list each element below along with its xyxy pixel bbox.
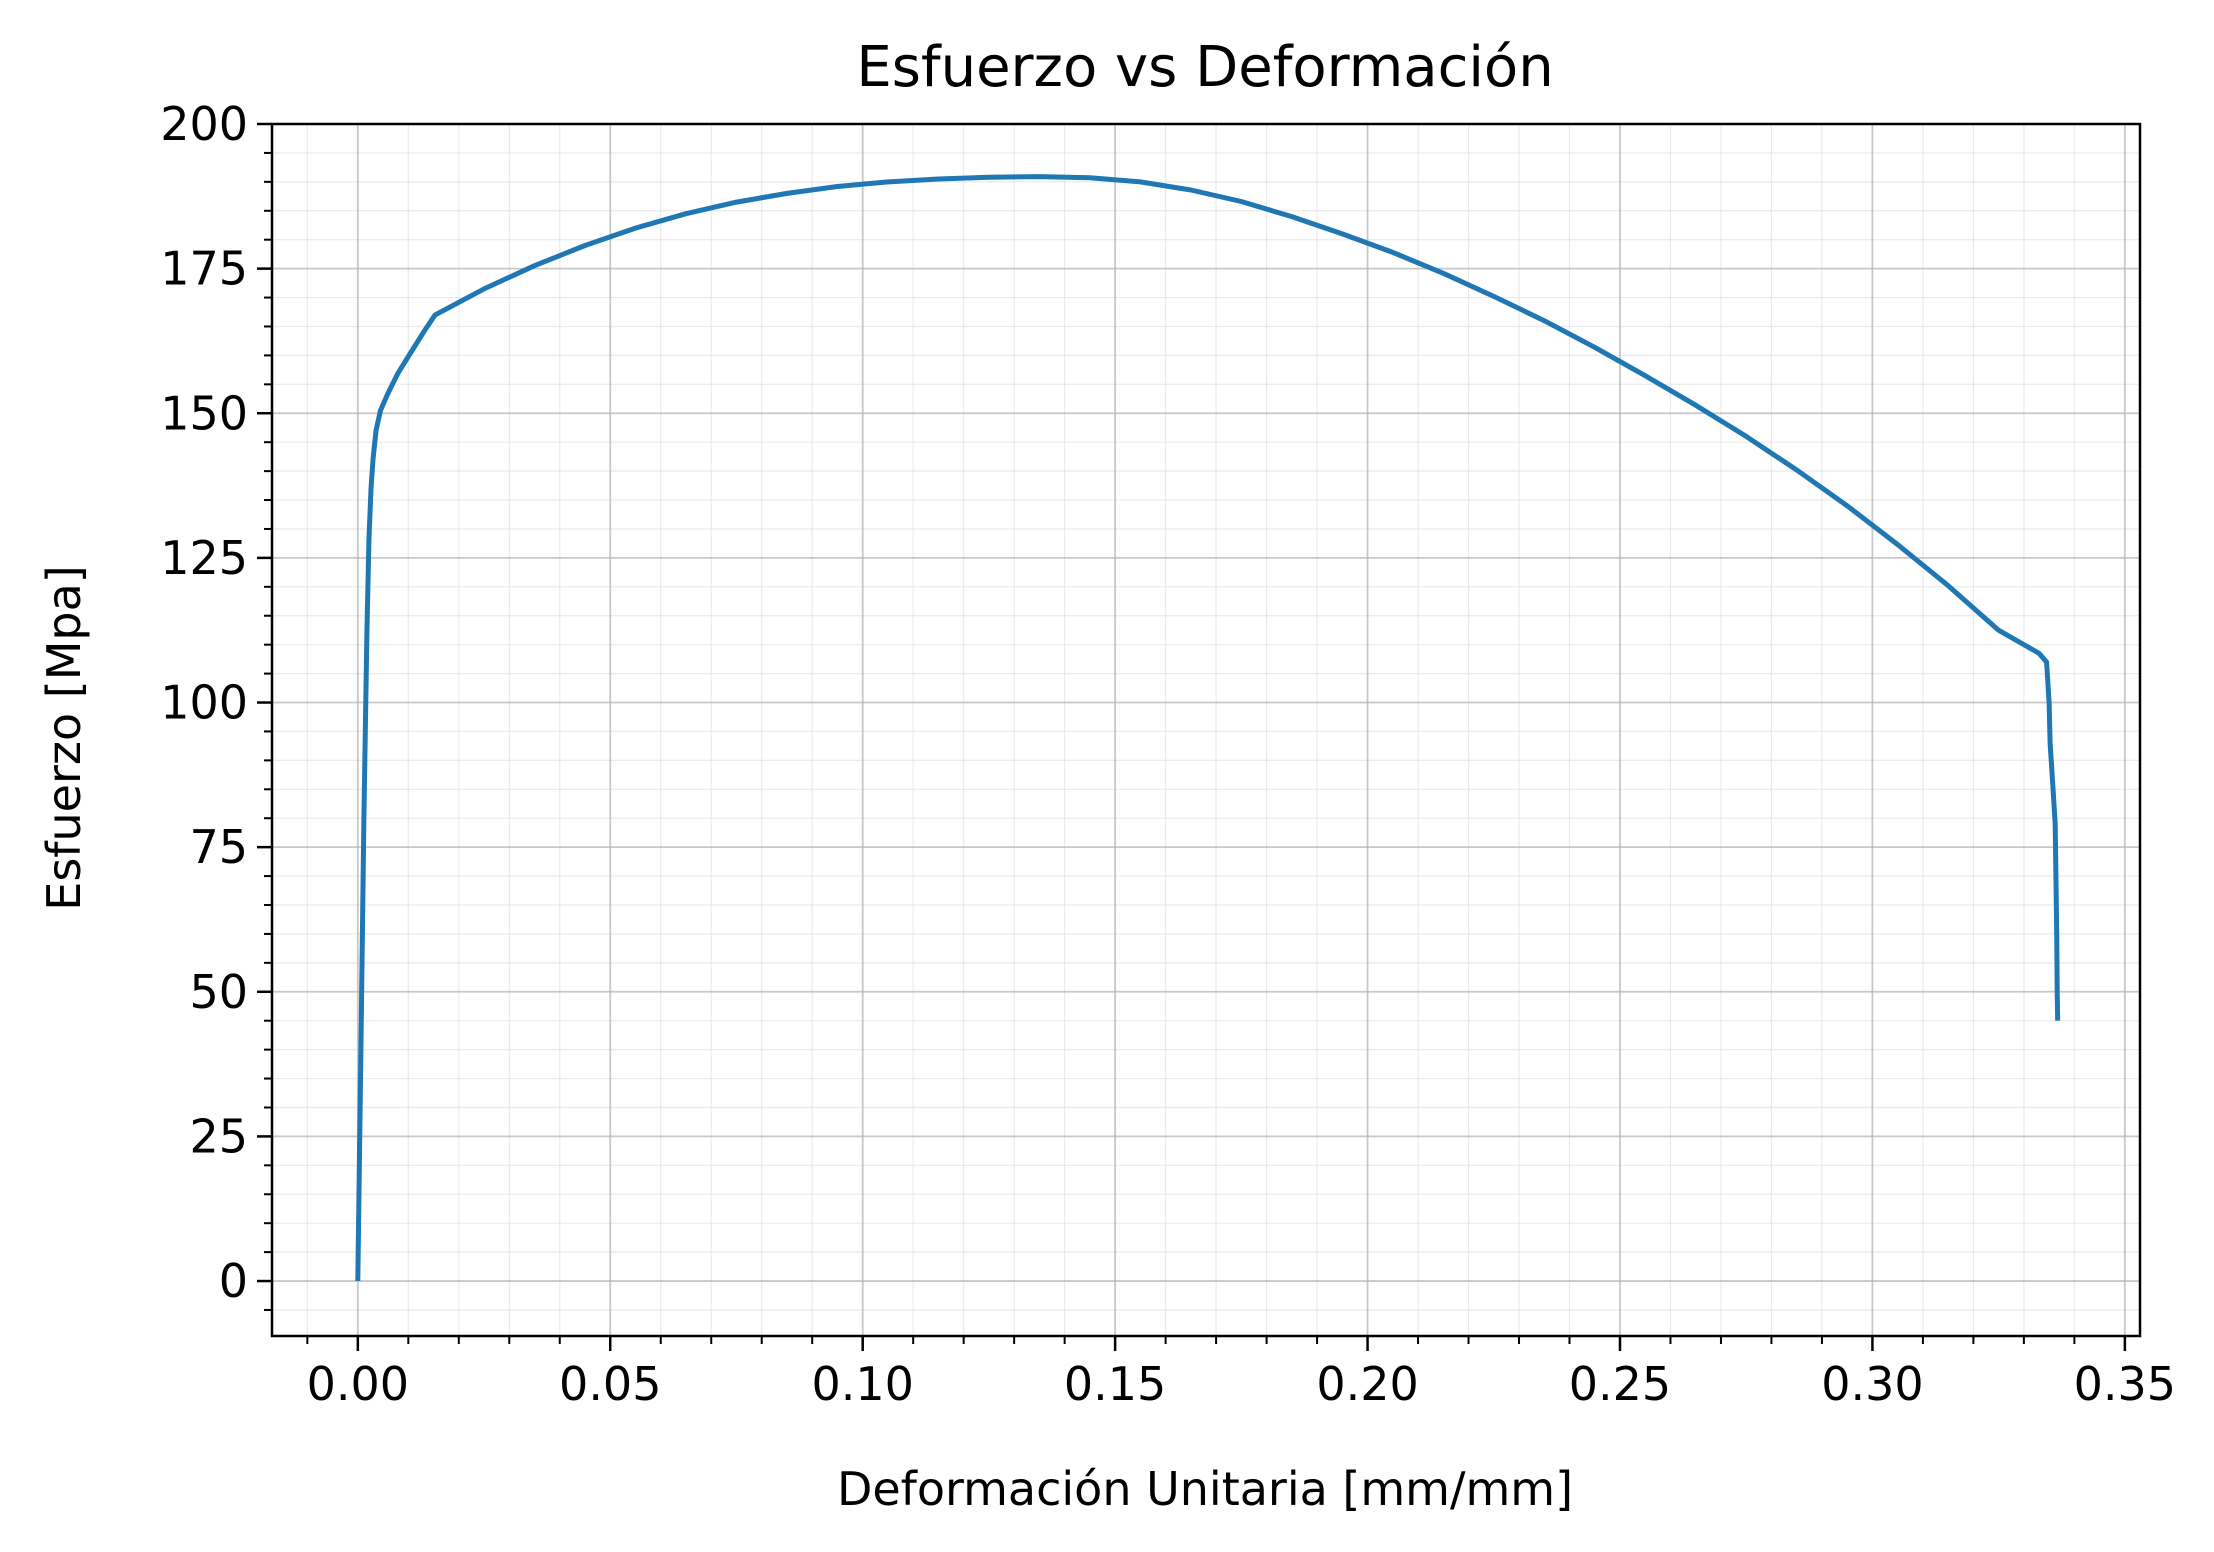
axis-ticks (257, 122, 2127, 1351)
y-tick-label: 100 (160, 676, 248, 730)
x-tick-label: 0.20 (1316, 1357, 1418, 1411)
x-axis-label: Deformación Unitaria [mm/mm] (837, 1462, 1573, 1516)
y-axis-label: Esfuerzo [Mpa] (37, 565, 91, 910)
y-tick-label: 125 (160, 531, 248, 585)
y-tick-label: 75 (189, 820, 248, 874)
x-tick-label: 0.15 (1064, 1357, 1166, 1411)
stress-strain-series-line (355, 174, 2061, 1282)
major-grid (272, 123, 2140, 1336)
y-tick-label: 200 (160, 97, 248, 151)
series-layer (355, 174, 2061, 1282)
x-tick-label: 0.30 (1821, 1357, 1923, 1411)
y-tick-label: 175 (160, 242, 248, 296)
tick-labels: 0.00 0.05 0.10 0.15 0.20 0.25 0.30 0.35 0 25 50 75 1… (160, 97, 2176, 1411)
y-tick-label: 25 (189, 1109, 248, 1163)
y-tick-label: 150 (160, 386, 248, 440)
x-tick-label: 0.00 (307, 1357, 409, 1411)
x-tick-label: 0.05 (559, 1357, 661, 1411)
x-tick-label: 0.25 (1569, 1357, 1671, 1411)
y-tick-label: 50 (189, 965, 248, 1019)
plot-frame (270, 122, 2142, 1338)
x-tick-label: 0.35 (2074, 1357, 2176, 1411)
chart-title: Esfuerzo vs Deformación (856, 35, 1553, 100)
x-tick-label: 0.10 (811, 1357, 913, 1411)
minor-grid (272, 124, 2140, 1336)
y-tick-label: 0 (219, 1254, 248, 1308)
